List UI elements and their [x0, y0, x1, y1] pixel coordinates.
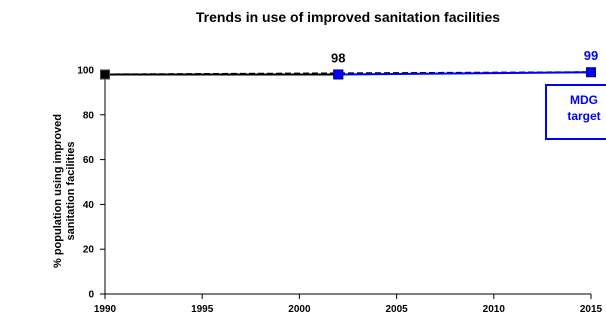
x-tick-label: 2005	[385, 304, 408, 315]
data-label: 98	[331, 50, 345, 65]
mdg-target-line-1: MDG	[570, 93, 598, 107]
mdg-target-annotation: MDG target	[545, 84, 606, 140]
y-tick-label: 20	[83, 245, 95, 256]
x-tick-label: 2000	[288, 304, 311, 315]
chart-title: Trends in use of improved sanitation fac…	[196, 9, 500, 25]
y-axis-label-line-1: % population using improved	[52, 114, 64, 268]
y-tick-label: 80	[83, 110, 95, 121]
y-ticks: 0 20 40 60 80 100	[77, 66, 105, 301]
x-tick-label: 2015	[580, 304, 603, 315]
y-axis-label: % population using improved sanitation f…	[52, 114, 77, 268]
x-ticks: 1990 1995 2000 2005 2010 2015	[94, 294, 603, 315]
y-tick-label: 100	[77, 66, 94, 77]
series-line-1	[338, 71, 592, 76]
series-marker-1	[333, 69, 344, 80]
x-tick-label: 2010	[483, 304, 506, 315]
y-tick-label: 40	[83, 200, 95, 211]
data-labels: 98 99	[331, 48, 598, 65]
y-tick-label: 0	[88, 290, 94, 301]
data-label: 99	[584, 48, 598, 63]
series-marker-1	[586, 67, 596, 78]
series-layer	[100, 67, 596, 80]
mdg-target-line-2: target	[567, 109, 600, 123]
x-tick-label: 1995	[191, 304, 214, 315]
x-tick-label: 1990	[94, 304, 117, 315]
y-tick-label: 60	[83, 155, 95, 166]
mdg-target-box	[545, 84, 606, 140]
y-axis-label-line-2: sanitation facilities	[65, 141, 77, 240]
series-marker-0	[100, 69, 110, 80]
